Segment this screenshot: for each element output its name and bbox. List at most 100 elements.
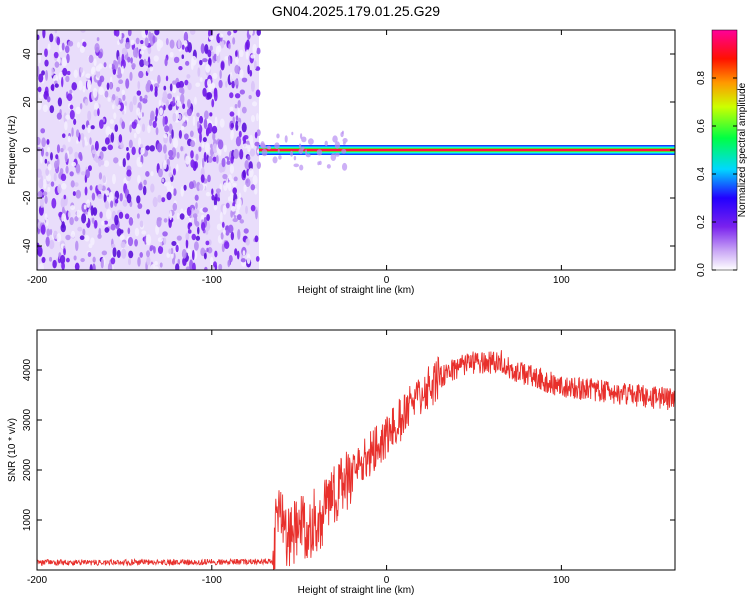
noise-speckle: [143, 179, 147, 186]
noise-speckle: [216, 197, 221, 202]
noise-speckle: [97, 158, 102, 167]
noise-speckle: [37, 99, 42, 111]
noise-speckle: [79, 154, 83, 162]
noise-speckle: [65, 165, 69, 174]
noise-speckle: [89, 137, 92, 145]
noise-speckle: [212, 131, 216, 141]
noise-speckle: [185, 266, 191, 270]
noise-speckle: [70, 180, 75, 188]
noise-speckle: [144, 37, 149, 47]
noise-speckle: [242, 250, 246, 256]
noise-speckle: [192, 213, 198, 219]
noise-speckle: [156, 142, 163, 153]
band-speckle: [293, 155, 297, 161]
noise-speckle: [41, 256, 46, 264]
noise-speckle: [243, 134, 249, 140]
noise-speckle: [150, 263, 156, 270]
spectrogram-x-tick-label: 100: [553, 275, 570, 286]
noise-speckle: [227, 30, 232, 36]
noise-speckle: [137, 80, 141, 90]
noise-speckle: [195, 202, 198, 210]
band-speckle: [330, 153, 337, 162]
noise-speckle: [126, 193, 132, 204]
noise-speckle: [97, 183, 103, 191]
noise-speckle: [168, 149, 174, 157]
snr-y-axis: 1000 2000 3000 4000: [22, 358, 675, 531]
noise-speckle: [45, 151, 49, 157]
spectrogram-x-tick-label: 0: [384, 275, 390, 286]
noise-speckle: [109, 119, 114, 125]
noise-speckle: [254, 235, 259, 243]
noise-speckle: [138, 183, 143, 191]
noise-speckle: [129, 124, 132, 133]
noise-speckle: [100, 258, 104, 269]
noise-speckle: [192, 115, 196, 127]
noise-speckle: [157, 194, 162, 203]
noise-speckle: [240, 258, 246, 263]
noise-speckle: [246, 39, 250, 50]
noise-speckle: [208, 58, 212, 66]
noise-speckle: [37, 136, 41, 146]
noise-speckle: [46, 138, 50, 145]
noise-speckle: [175, 82, 181, 89]
noise-speckle: [119, 234, 125, 241]
noise-speckle: [232, 30, 238, 34]
noise-speckle: [211, 98, 215, 108]
noise-speckle: [228, 254, 233, 263]
noise-speckle: [250, 54, 256, 59]
noise-speckle: [118, 79, 124, 85]
band-speckle: [278, 155, 282, 160]
band-speckle: [332, 135, 338, 143]
noise-speckle: [38, 205, 44, 216]
noise-speckle: [117, 55, 121, 65]
noise-speckle: [53, 74, 59, 83]
spectrogram-x-axis: -200 -100 0 100: [27, 30, 570, 286]
noise-speckle: [217, 139, 224, 150]
noise-speckle: [110, 200, 114, 208]
spectrogram-x-label: Height of straight line (km): [298, 285, 415, 296]
noise-speckle: [121, 110, 125, 115]
noise-speckle: [237, 100, 241, 109]
band-speckle: [334, 152, 340, 157]
noise-speckle: [104, 137, 110, 145]
noise-speckle: [197, 67, 201, 77]
noise-speckle: [199, 115, 204, 124]
noise-speckle: [96, 37, 100, 42]
noise-speckle: [122, 94, 126, 102]
noise-speckle: [47, 163, 52, 171]
noise-speckle: [229, 106, 234, 112]
noise-speckle: [134, 239, 138, 247]
noise-speckle: [202, 87, 207, 97]
noise-speckle: [255, 89, 261, 98]
noise-speckle: [256, 30, 261, 36]
noise-speckle: [138, 70, 144, 79]
noise-speckle: [155, 107, 159, 117]
noise-speckle: [98, 86, 104, 96]
noise-speckle: [110, 223, 116, 231]
noise-speckle: [204, 110, 209, 120]
noise-speckle: [134, 227, 140, 237]
noise-speckle: [149, 66, 154, 72]
snr-x-axis: -200 -100 0 100: [27, 330, 570, 586]
noise-speckle: [253, 60, 257, 70]
noise-speckle: [136, 195, 141, 204]
noise-speckle: [181, 54, 185, 60]
noise-speckle: [86, 79, 92, 91]
noise-speckle: [149, 245, 155, 250]
noise-speckle: [202, 58, 208, 63]
noise-speckle: [138, 147, 142, 155]
noise-speckle: [207, 49, 212, 58]
noise-speckle: [250, 80, 255, 92]
noise-speckle: [149, 84, 154, 92]
noise-speckle: [173, 188, 177, 196]
noise-speckle: [85, 73, 91, 79]
noise-speckle: [107, 97, 111, 102]
band-speckle: [298, 143, 302, 149]
noise-speckle: [61, 76, 64, 88]
noise-speckle: [180, 93, 185, 105]
colorbar-gradient: [711, 29, 738, 271]
noise-speckle: [255, 209, 258, 220]
noise-speckle: [103, 193, 107, 203]
noise-speckle: [75, 129, 80, 138]
noise-speckle: [185, 155, 191, 165]
